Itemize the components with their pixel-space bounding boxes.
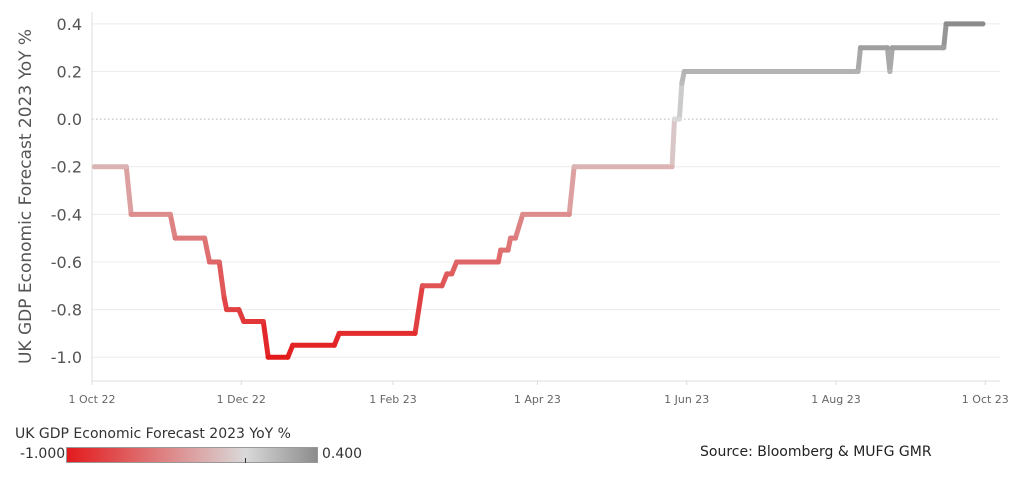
data-point — [241, 318, 247, 324]
data-point — [980, 21, 986, 27]
x-tick-label: 1 Dec 22 — [217, 393, 266, 406]
line-segment — [887, 45, 895, 75]
y-tick-label: -1.0 — [51, 348, 82, 367]
data-point — [331, 342, 337, 348]
axes — [91, 12, 1000, 385]
x-tick-label: 1 Apr 23 — [514, 393, 561, 406]
data-point — [571, 164, 577, 170]
line-segment — [512, 211, 526, 241]
line-segment — [202, 235, 212, 265]
data-point — [123, 164, 129, 170]
data-point — [520, 211, 526, 217]
y-tick-label: -0.6 — [51, 253, 82, 272]
data-point — [884, 45, 890, 51]
data-point — [224, 307, 230, 313]
line-segment — [216, 259, 227, 301]
line-segment — [123, 164, 134, 217]
data-point — [265, 354, 271, 360]
data-point — [671, 116, 677, 122]
data-point — [855, 69, 861, 75]
data-point — [285, 354, 291, 360]
data-point — [508, 235, 514, 241]
color-scale-title: UK GDP Economic Forecast 2023 YoY % — [15, 426, 291, 442]
axis-labels: 0.4 0.2 0.0 -0.2 -0.4 -0.6 -0.8 -1.0 1 Oct 22 1 D… — [16, 15, 1009, 406]
x-tick-label: 1 Feb 23 — [369, 393, 416, 406]
source-note: Source: Bloomberg & MUFG GMR — [700, 444, 932, 460]
color-scale-min-label: -1.000 — [20, 446, 66, 462]
data-point — [449, 271, 455, 277]
data-point — [676, 116, 682, 122]
data-point — [889, 45, 895, 51]
data-point — [512, 235, 518, 241]
line-segment — [941, 21, 949, 51]
data-point — [941, 45, 947, 51]
data-point — [202, 235, 208, 241]
data-point — [498, 247, 504, 253]
grid-lines — [92, 23, 1000, 358]
x-tick-label: 1 Oct 22 — [68, 393, 115, 406]
data-point — [260, 318, 266, 324]
y-tick-label: 0.2 — [57, 63, 82, 82]
data-point — [128, 211, 134, 217]
x-tick-label: 1 Jun 23 — [664, 393, 709, 406]
data-point — [887, 69, 893, 75]
data-point — [669, 164, 675, 170]
data-point — [167, 211, 173, 217]
data-point — [412, 330, 418, 336]
line-segment — [669, 116, 677, 170]
data-point — [444, 271, 450, 277]
data-point — [943, 21, 949, 27]
data-point — [206, 259, 212, 265]
data-point — [679, 80, 685, 86]
chart: 0.4 0.2 0.0 -0.2 -0.4 -0.6 -0.8 -1.0 1 Oct 22 1 D… — [16, 12, 1009, 406]
y-tick-label: -0.2 — [51, 158, 82, 177]
data-point — [566, 211, 572, 217]
line-segment — [412, 283, 425, 336]
y-tick-label: -0.8 — [51, 301, 82, 320]
y-tick-label: -0.4 — [51, 205, 82, 224]
y-tick-label: 0.4 — [57, 15, 82, 34]
data-point — [419, 283, 425, 289]
data-point — [91, 164, 97, 170]
line-segment — [167, 211, 178, 241]
data-point — [236, 307, 242, 313]
forecast-line — [91, 21, 986, 360]
x-tick-label: 1 Aug 23 — [811, 393, 860, 406]
y-axis-title: UK GDP Economic Forecast 2023 YoY % — [16, 29, 36, 364]
data-point — [172, 235, 178, 241]
line-segment — [676, 80, 685, 122]
data-point — [290, 342, 296, 348]
color-scale-bar — [66, 447, 318, 463]
data-point — [454, 259, 460, 265]
line-segment — [855, 45, 863, 75]
data-point — [857, 45, 863, 51]
data-point — [216, 259, 222, 265]
line-segment — [566, 164, 577, 217]
data-point — [505, 247, 511, 253]
data-point — [221, 295, 227, 301]
color-scale-marker — [245, 458, 246, 463]
color-scale-max-label: 0.400 — [322, 446, 363, 462]
y-tick-label: 0.0 — [57, 110, 82, 129]
x-tick-label: 1 Oct 23 — [962, 393, 1009, 406]
line-segment — [260, 318, 271, 360]
data-point — [495, 259, 501, 265]
data-point — [681, 69, 687, 75]
data-point — [439, 283, 445, 289]
data-point — [336, 330, 342, 336]
